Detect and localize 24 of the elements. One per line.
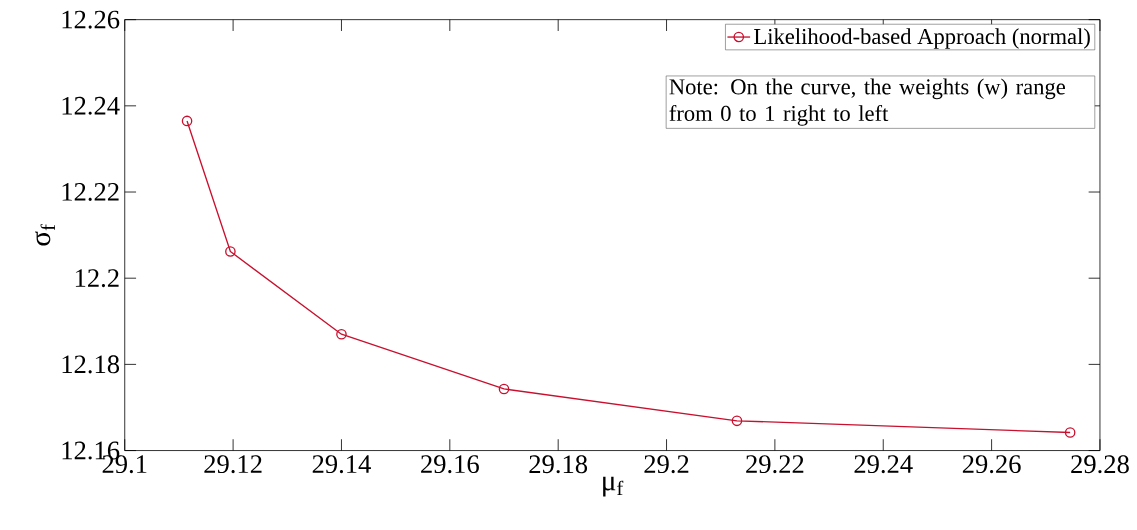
legend-label: Likelihood-based Approach (normal) [754, 28, 1090, 49]
point [731, 415, 743, 427]
y-tick-label: 12.24 [62, 96, 120, 115]
x-tick-label: 29.18 [529, 455, 588, 474]
x-tick-label: 29.12 [204, 455, 262, 474]
x-tick-label: 29.2 [644, 455, 689, 474]
x-tick-label: 29.24 [854, 455, 913, 474]
point [336, 328, 347, 340]
annotation: Note: On the curve, the weights (w) range from 0 to 1 right to left [669, 78, 1066, 126]
point [498, 383, 510, 395]
point [181, 115, 193, 127]
y-tick-label: 12.26 [62, 10, 120, 29]
y-tick-label: 12.18 [62, 355, 120, 374]
y-axis-title: σ$_{f}$ [35, 224, 55, 246]
x-tick-label: 29.14 [312, 455, 371, 474]
point [225, 246, 236, 257]
x-tick-label: 29.22 [746, 455, 804, 474]
y-tick-label: 12.2 [75, 269, 119, 288]
x-tick-label: 29.26 [962, 455, 1021, 474]
y-tick-label: 12.22 [62, 183, 119, 202]
x-tick-label: 29.28 [1071, 455, 1129, 474]
point [1064, 427, 1076, 438]
x-axis-title: μ$_{f}$ [603, 476, 624, 497]
x-tick-label: 29.16 [421, 455, 479, 474]
